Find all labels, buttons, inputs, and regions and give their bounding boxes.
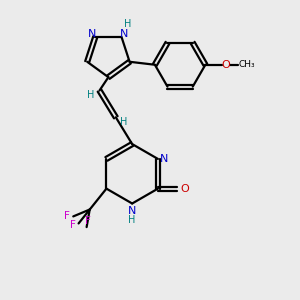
Text: N: N xyxy=(88,29,97,39)
Text: H: H xyxy=(124,20,131,29)
Text: N: N xyxy=(120,29,129,39)
Text: H: H xyxy=(121,117,128,127)
Text: H: H xyxy=(128,215,136,225)
Text: O: O xyxy=(180,184,189,194)
Text: CH₃: CH₃ xyxy=(238,60,255,69)
Text: N: N xyxy=(128,206,136,216)
Text: O: O xyxy=(222,60,231,70)
Text: F: F xyxy=(64,212,70,221)
Text: N: N xyxy=(160,154,169,164)
Text: F: F xyxy=(70,220,76,230)
Text: F: F xyxy=(85,216,91,226)
Text: H: H xyxy=(88,90,95,100)
